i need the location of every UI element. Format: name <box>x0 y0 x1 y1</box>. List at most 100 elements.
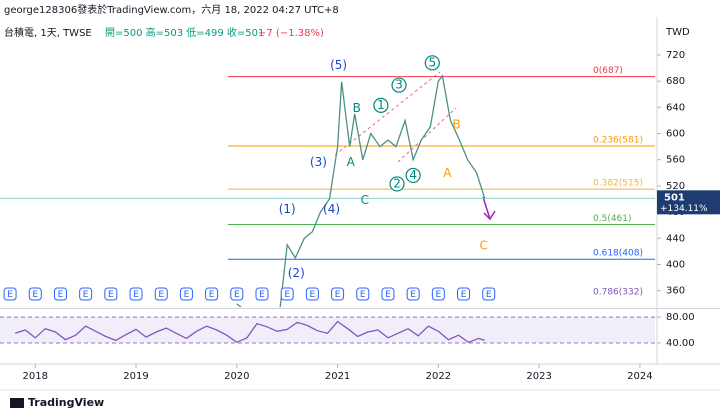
earnings-marker <box>457 287 471 301</box>
annotation: C <box>361 193 369 207</box>
earnings-marker <box>28 287 42 301</box>
earnings-label: E <box>158 290 164 300</box>
earnings-marker <box>431 287 445 301</box>
annotation-circle <box>424 55 440 71</box>
x-tick-label: 2020 <box>224 371 249 382</box>
earnings-marker <box>205 287 219 301</box>
earnings-label: E <box>284 290 290 300</box>
annotation: 3 <box>395 78 403 92</box>
arrow-head <box>483 210 496 221</box>
annotation: (2) <box>288 266 305 280</box>
annotation-circle <box>391 77 407 93</box>
fib-label: 0.786(332) <box>593 288 643 298</box>
earnings-marker <box>53 287 67 301</box>
annotation: C <box>479 239 487 253</box>
earnings-marker <box>154 287 168 301</box>
earnings-marker <box>79 287 93 301</box>
main-pane <box>0 74 655 307</box>
arrow <box>482 196 496 221</box>
earnings-label: E <box>310 290 316 300</box>
brand: TradingView <box>28 396 104 409</box>
earnings-label: E <box>133 290 139 300</box>
price-line <box>236 74 486 307</box>
earnings-label: E <box>209 290 215 300</box>
last-price: 501 <box>664 192 685 203</box>
x-tick-label: 2022 <box>426 371 451 382</box>
arrow-shaft <box>482 196 491 220</box>
symbol-title: 台積電, 1天, TWSE <box>4 26 92 39</box>
earnings-label: E <box>335 290 341 300</box>
annotation: B <box>353 101 361 115</box>
rsi-tick-label: 40.00 <box>666 338 695 349</box>
earnings-label: E <box>360 290 366 300</box>
y-tick-label: 400 <box>666 259 685 270</box>
y-tick-label: 440 <box>666 233 685 244</box>
annotation: (5) <box>330 58 347 72</box>
fib-label: 0.382(515) <box>593 179 643 189</box>
y-tick-label: 520 <box>666 181 685 192</box>
y-unit: TWD <box>665 27 690 38</box>
earnings-label: E <box>32 290 38 300</box>
earnings-label: E <box>58 290 64 300</box>
earnings-marker <box>381 287 395 301</box>
earnings-marker <box>179 287 193 301</box>
earnings-marker <box>406 287 420 301</box>
fib-label: 0(687) <box>593 66 623 76</box>
last-change: +134.11% <box>660 204 708 214</box>
annotation-circle <box>389 176 405 192</box>
earnings-marker <box>255 287 269 301</box>
rsi-pane <box>0 316 655 344</box>
earnings-label: E <box>436 290 442 300</box>
last-price-box <box>657 190 720 215</box>
earnings-marker <box>331 287 345 301</box>
y-tick-label: 600 <box>666 129 685 140</box>
y-tick-label: 360 <box>666 286 685 297</box>
annotation-circle <box>405 167 421 184</box>
earnings-marker <box>104 287 118 301</box>
logo-icon <box>10 398 24 408</box>
earnings-label: E <box>461 290 467 300</box>
x-tick-label: 2019 <box>123 371 148 382</box>
trend-line <box>397 107 457 163</box>
y-tick-label: 720 <box>666 50 685 61</box>
x-tick-label: 2023 <box>526 371 551 382</box>
ohlc: 開=500 高=503 低=499 收=501 <box>105 26 264 39</box>
price-line <box>14 320 485 344</box>
annotation: (3) <box>310 155 327 169</box>
earnings-marker <box>305 287 319 301</box>
annotation: 2 <box>393 176 401 190</box>
x-tick-label: 2021 <box>325 371 350 382</box>
x-tick-label: 2024 <box>627 371 652 382</box>
annotation-circle <box>373 97 389 113</box>
y-tick-label: 680 <box>666 76 685 87</box>
earnings-label: E <box>259 290 265 300</box>
earnings-label: E <box>83 290 89 300</box>
x-tick-label: 2018 <box>23 371 48 382</box>
earnings-label: E <box>108 290 114 300</box>
earnings-label: E <box>385 290 391 300</box>
annotation: (1) <box>279 202 296 216</box>
fib-label: 0.618(408) <box>593 249 643 259</box>
rsi-tick-label: 80.00 <box>666 312 695 323</box>
earnings-marker <box>356 287 370 301</box>
annotation: B <box>452 118 460 132</box>
earnings-label: E <box>234 290 240 300</box>
earnings-marker <box>482 287 496 301</box>
annotation: 5 <box>428 55 436 69</box>
trend-lines <box>334 71 457 163</box>
y-tick-label: 640 <box>666 102 685 113</box>
earnings-marker <box>3 287 17 301</box>
fib-label: 0.236(581) <box>593 135 643 145</box>
annotation: A <box>347 155 356 169</box>
annotation: A <box>443 166 452 180</box>
earnings-label: E <box>184 290 190 300</box>
earnings-marker <box>280 287 294 301</box>
trend-line <box>334 71 441 156</box>
change: −7 (−1.38%) <box>258 28 324 39</box>
earnings-marker <box>230 287 244 301</box>
earnings-marker <box>129 287 143 301</box>
y-tick-label: 560 <box>666 155 685 166</box>
header: george128306發表於TradingView.com，六月 18, 20… <box>4 3 339 16</box>
